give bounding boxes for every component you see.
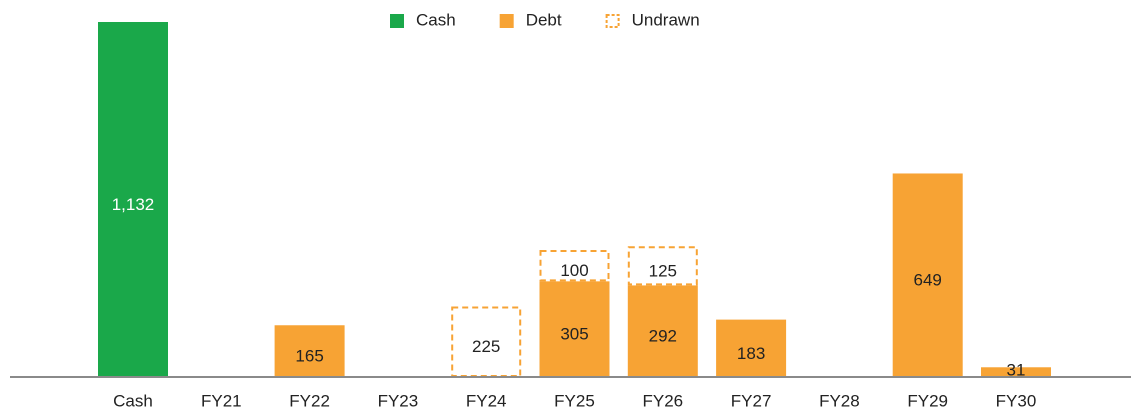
bar	[627, 285, 698, 377]
bar	[892, 173, 963, 377]
legend-label: Undrawn	[632, 10, 700, 29]
x-tick-label: FY24	[466, 391, 507, 410]
bar-undrawn	[627, 246, 698, 286]
x-tick-label: Cash	[113, 391, 153, 410]
legend-swatch	[605, 14, 620, 28]
bar-undrawn	[539, 249, 610, 282]
bar	[539, 281, 610, 377]
value-label: 1,132	[112, 195, 155, 214]
x-tick-label: FY26	[642, 391, 683, 410]
bar	[981, 367, 1051, 377]
value-label: 165	[295, 347, 323, 366]
bar	[274, 325, 345, 377]
bar	[716, 319, 787, 377]
value-label: 31	[1007, 360, 1026, 379]
legend-swatch	[499, 14, 514, 28]
value-label: 292	[649, 327, 677, 346]
value-label: 305	[560, 325, 588, 344]
legend-swatch	[390, 14, 404, 28]
x-tick-label: FY27	[731, 391, 772, 410]
value-label: 649	[914, 271, 942, 290]
legend-label: Cash	[416, 10, 456, 29]
x-tick-label: FY23	[378, 391, 419, 410]
x-tick-label: FY22	[289, 391, 330, 410]
value-label: 225	[472, 337, 500, 356]
value-label: 100	[560, 261, 588, 280]
value-label: 183	[737, 344, 765, 363]
bar	[98, 22, 168, 377]
x-tick-label: FY28	[819, 391, 860, 410]
legend-label: Debt	[526, 10, 562, 29]
x-tick-label: FY29	[907, 391, 948, 410]
value-label: 125	[649, 261, 677, 280]
x-tick-label: FY30	[996, 391, 1037, 410]
x-tick-label: FY21	[201, 391, 242, 410]
x-tick-label: FY25	[554, 391, 595, 410]
